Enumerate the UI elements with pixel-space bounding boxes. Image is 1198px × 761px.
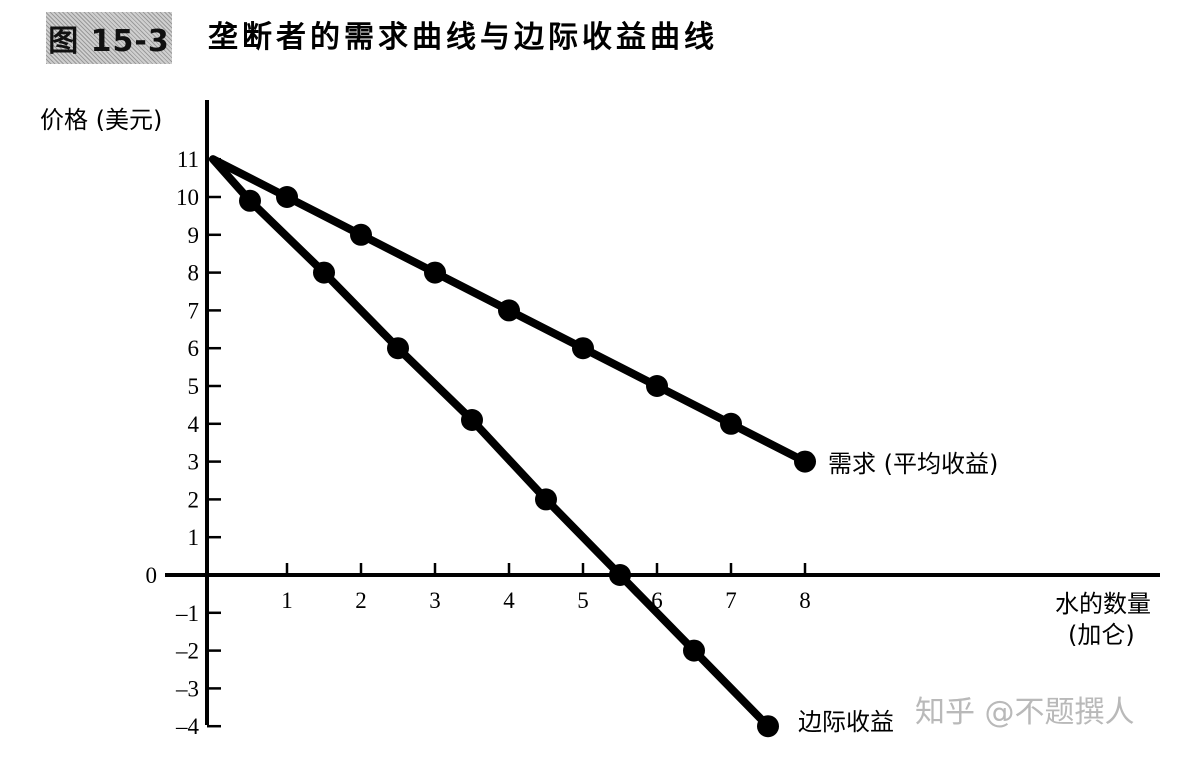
y-tick-label: 3 bbox=[188, 450, 200, 475]
y-tick-label: –1 bbox=[175, 601, 199, 626]
watermark: 知乎 @不题撰人 bbox=[915, 695, 1135, 730]
y-tick-label: 7 bbox=[188, 298, 200, 323]
data-point bbox=[609, 564, 631, 586]
data-point bbox=[757, 715, 779, 738]
y-tick-label: 0 bbox=[146, 563, 158, 588]
x-tick-label: 2 bbox=[355, 588, 367, 613]
x-tick-label: 8 bbox=[799, 588, 811, 613]
y-tick-label: 2 bbox=[188, 487, 200, 512]
series-label-marginal-revenue: 边际收益 bbox=[798, 708, 894, 736]
data-point bbox=[461, 409, 483, 432]
y-tick-label: 8 bbox=[188, 261, 200, 286]
axes bbox=[165, 100, 1160, 725]
x-axis-ticks: 1 2 3 4 5 6 7 8 bbox=[281, 563, 811, 613]
y-tick-label: 9 bbox=[188, 223, 200, 248]
x-axis-title-line1: 水的数量 bbox=[1055, 590, 1151, 618]
data-point bbox=[350, 223, 372, 246]
series-layer bbox=[209, 155, 816, 738]
data-point bbox=[424, 261, 446, 284]
y-tick-label: 10 bbox=[176, 185, 199, 210]
y-tick-label: 5 bbox=[188, 374, 200, 399]
x-tick-label: 5 bbox=[577, 588, 589, 613]
data-point bbox=[720, 412, 742, 435]
y-tick-label: –4 bbox=[175, 714, 200, 739]
series-marginal-revenue bbox=[209, 155, 779, 738]
data-point bbox=[387, 337, 409, 360]
y-tick-label: –2 bbox=[175, 639, 199, 664]
y-axis-title: 价格 (美元) bbox=[40, 106, 162, 134]
series-label-demand: 需求 (平均收益) bbox=[828, 450, 998, 478]
x-tick-label: 1 bbox=[281, 588, 293, 613]
x-tick-label: 7 bbox=[725, 588, 737, 613]
y-tick-label: –3 bbox=[175, 676, 199, 701]
data-point bbox=[276, 186, 298, 208]
data-point bbox=[239, 189, 261, 212]
data-point bbox=[683, 639, 705, 662]
data-point bbox=[535, 488, 557, 511]
y-tick-label: 4 bbox=[188, 412, 200, 437]
x-axis-title-line2: (加仑) bbox=[1068, 621, 1135, 649]
figure-number-label: 图 15-3 bbox=[46, 12, 172, 64]
series-demand bbox=[209, 155, 816, 473]
x-tick-label: 4 bbox=[503, 588, 515, 613]
y-tick-label: 1 bbox=[188, 525, 200, 550]
data-point bbox=[313, 261, 335, 284]
data-point bbox=[646, 375, 668, 397]
y-tick-label: 6 bbox=[188, 336, 200, 361]
data-point bbox=[572, 337, 594, 360]
y-tick-label: 11 bbox=[177, 147, 199, 172]
data-point bbox=[498, 299, 520, 322]
figure-title: 垄断者的需求曲线与边际收益曲线 bbox=[208, 20, 718, 55]
x-tick-label: 6 bbox=[651, 588, 663, 613]
x-tick-label: 3 bbox=[429, 588, 441, 613]
series-line bbox=[209, 155, 772, 731]
data-point bbox=[794, 450, 816, 473]
